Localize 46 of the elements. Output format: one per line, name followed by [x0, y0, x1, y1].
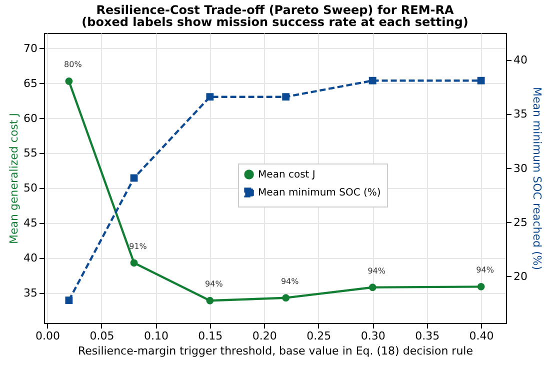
x-axis-title: Resilience-margin trigger threshold, base value in Eq. (18) decision rule — [78, 344, 474, 358]
point — [282, 93, 290, 101]
legend-label: Mean minimum SOC (%) — [258, 188, 381, 198]
y2-tick-label: 40 — [514, 54, 528, 67]
point — [206, 93, 214, 101]
annotation: 94% — [368, 266, 386, 276]
y2-tick-label: 35 — [514, 108, 528, 121]
point — [368, 76, 376, 84]
x-tick-label: 0.05 — [90, 330, 114, 342]
y-tick-label: 35 — [24, 286, 38, 300]
annotation: 91% — [129, 242, 148, 251]
chart-title: Resilience-Cost Trade-off (Pareto Sweep) for REM-RA — [96, 3, 455, 17]
point — [282, 294, 290, 302]
x-tick-label: 0.10 — [144, 330, 168, 342]
x-tick-label: 0.00 — [36, 330, 60, 342]
x-tick-label: 0.20 — [252, 330, 277, 342]
y2-tick-label: 30 — [514, 162, 528, 175]
chart-subtitle: (boxed labels show mission success rate at each setting) — [82, 15, 468, 29]
legend-label: Mean cost J — [258, 170, 316, 180]
x-tick-label: 0.25 — [306, 330, 332, 342]
point — [477, 282, 485, 290]
x-tick-label: 0.40 — [469, 330, 494, 342]
y-axis-title: Mean generalized cost J — [8, 113, 21, 244]
y-tick-label: 40 — [24, 252, 38, 265]
y2-tick-label: 25 — [514, 216, 528, 229]
point — [206, 296, 214, 304]
annotation: 94% — [205, 280, 224, 289]
y-tick-label: 45 — [24, 216, 38, 230]
point — [65, 296, 73, 304]
x-tick-label: 0.30 — [360, 330, 386, 342]
point — [65, 78, 73, 85]
y-tick-label: 70 — [24, 42, 38, 55]
annotation: 80% — [64, 60, 82, 70]
y-tick-label: 65 — [24, 76, 38, 90]
y2-tick-label: 20 — [514, 270, 528, 283]
point — [368, 284, 376, 292]
annotation: 94% — [476, 266, 494, 275]
y2-axis-title: Mean minimum SOC reached (%) — [530, 86, 544, 270]
point — [477, 76, 485, 84]
y-tick-label: 60 — [24, 112, 38, 125]
point — [130, 259, 138, 267]
y-tick-label: 50 — [24, 182, 38, 195]
x-tick-label: 0.35 — [415, 330, 440, 342]
x-tick-label: 0.15 — [198, 330, 223, 342]
y-tick-label: 55 — [24, 146, 38, 160]
annotation: 94% — [280, 276, 300, 286]
